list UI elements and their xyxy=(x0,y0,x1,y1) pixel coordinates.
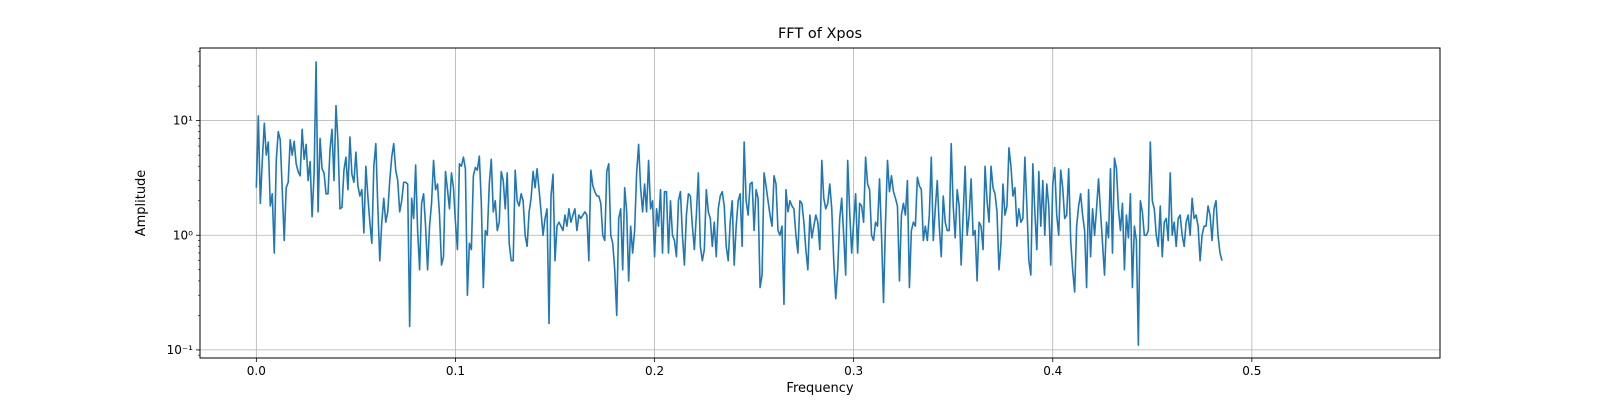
plot-frame xyxy=(199,47,1441,359)
series-layer xyxy=(255,61,1223,346)
y-axis-label: Amplitude xyxy=(134,170,149,237)
ticks: 0.0 0.1 0.2 0.3 0.4 0.5 10⁻¹ 10⁰ 10¹ xyxy=(167,51,1261,378)
x-tick-label: 0.0 xyxy=(247,364,266,378)
y-tick-label: 10⁰ xyxy=(173,228,193,242)
y-tick-label: 10¹ xyxy=(173,114,193,128)
x-tick-label: 0.4 xyxy=(1043,364,1062,378)
x-tick-label: 0.5 xyxy=(1242,364,1261,378)
chart-title: FFT of Xpos xyxy=(778,26,862,42)
x-tick-label: 0.1 xyxy=(446,364,465,378)
grid xyxy=(200,48,1440,358)
series-line xyxy=(255,61,1223,346)
x-tick-label: 0.3 xyxy=(844,364,863,378)
y-tick-label: 10⁻¹ xyxy=(167,343,194,357)
x-axis-label: Frequency xyxy=(786,381,853,396)
x-tick-label: 0.2 xyxy=(645,364,664,378)
